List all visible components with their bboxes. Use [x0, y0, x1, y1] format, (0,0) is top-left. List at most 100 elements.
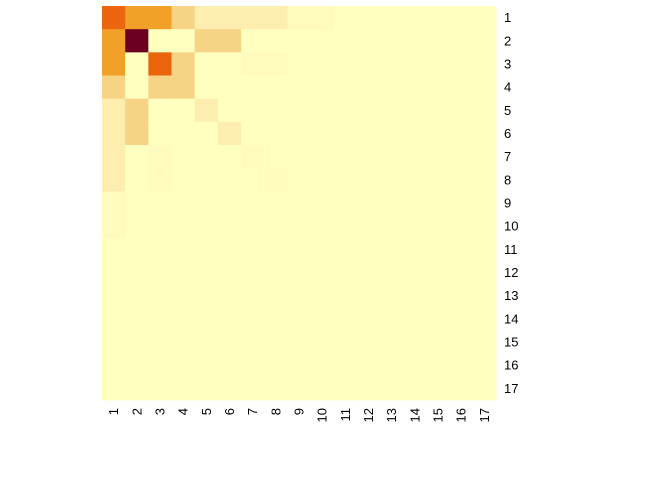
heatmap-cell-r10-c10: [310, 214, 335, 239]
heatmap-cell-r7-c5: [194, 145, 219, 169]
heatmap-cell-r16-c12: [356, 353, 381, 378]
row-label: 10: [504, 219, 518, 234]
heatmap-cell-r12-c1: [102, 260, 126, 285]
heatmap-cell-r12-c5: [194, 260, 219, 285]
heatmap-cell-r8-c2: [125, 168, 149, 192]
heatmap-cell-r12-c11: [333, 260, 358, 285]
heatmap-cell-r14-c13: [380, 307, 404, 331]
heatmap-cell-r13-c11: [333, 284, 358, 308]
heatmap-cell-r17-c3: [148, 376, 172, 401]
heatmap-cell-r2-c2: [125, 29, 149, 53]
heatmap-cell-r3-c14: [403, 52, 427, 76]
heatmap-cell-r10-c3: [148, 214, 172, 239]
heatmap-cell-r15-c14: [403, 330, 427, 355]
heatmap-cells: [102, 6, 497, 401]
column-label: 3: [152, 408, 167, 415]
heatmap-cell-r10-c9: [287, 214, 311, 239]
heatmap-cell-r2-c10: [310, 29, 335, 53]
heatmap-cell-r11-c5: [194, 237, 219, 262]
column-label: 6: [222, 408, 237, 415]
heatmap-cell-r5-c13: [380, 98, 404, 123]
heatmap-cell-r16-c11: [333, 353, 358, 378]
heatmap-cell-r1-c10: [310, 6, 335, 30]
column-label: 14: [407, 408, 422, 422]
heatmap-cell-r3-c4: [171, 52, 196, 76]
heatmap-cell-r13-c15: [426, 284, 451, 308]
heatmap-cell-r9-c9: [287, 191, 311, 215]
heatmap-cell-r2-c7: [241, 29, 265, 53]
heatmap-cell-r3-c8: [264, 52, 288, 76]
heatmap-cell-r3-c17: [472, 52, 497, 76]
heatmap-cell-r15-c12: [356, 330, 381, 355]
heatmap-cell-r17-c9: [287, 376, 311, 401]
column-label: 16: [454, 408, 469, 422]
heatmap-cell-r1-c3: [148, 6, 172, 30]
heatmap-cell-r14-c7: [241, 307, 265, 331]
heatmap-cell-r9-c7: [241, 191, 265, 215]
heatmap-cell-r13-c12: [356, 284, 381, 308]
heatmap-cell-r6-c16: [449, 121, 474, 146]
heatmap-cell-r15-c3: [148, 330, 172, 355]
heatmap-cell-r1-c12: [356, 6, 381, 30]
heatmap-cell-r5-c16: [449, 98, 474, 123]
heatmap-cell-r6-c6: [217, 121, 242, 146]
heatmap-cell-r3-c1: [102, 52, 126, 76]
heatmap-cell-r6-c1: [102, 121, 126, 146]
heatmap-cell-r17-c11: [333, 376, 358, 401]
heatmap-cell-r7-c3: [148, 145, 172, 169]
heatmap-cell-r6-c12: [356, 121, 381, 146]
heatmap-cell-r14-c4: [171, 307, 196, 331]
heatmap-cell-r3-c11: [333, 52, 358, 76]
heatmap-cell-r9-c5: [194, 191, 219, 215]
heatmap-cell-r4-c17: [472, 75, 497, 100]
heatmap-cell-r7-c1: [102, 145, 126, 169]
heatmap-cell-r6-c13: [380, 121, 404, 146]
heatmap-cell-r3-c6: [217, 52, 242, 76]
column-label: 15: [431, 408, 446, 422]
heatmap-cell-r15-c10: [310, 330, 335, 355]
heatmap-cell-r7-c7: [241, 145, 265, 169]
heatmap-cell-r5-c11: [333, 98, 358, 123]
heatmap-cell-r15-c15: [426, 330, 451, 355]
heatmap-cell-r9-c11: [333, 191, 358, 215]
heatmap-cell-r10-c14: [403, 214, 427, 239]
heatmap-cell-r11-c12: [356, 237, 381, 262]
heatmap-cell-r7-c8: [264, 145, 288, 169]
heatmap-cell-r7-c6: [217, 145, 242, 169]
heatmap-cell-r11-c15: [426, 237, 451, 262]
heatmap-cell-r9-c13: [380, 191, 404, 215]
heatmap-cell-r1-c4: [171, 6, 196, 30]
heatmap-cell-r12-c10: [310, 260, 335, 285]
heatmap-cell-r13-c5: [194, 284, 219, 308]
row-label: 1: [504, 10, 511, 25]
heatmap-cell-r4-c9: [287, 75, 311, 100]
heatmap-cell-r5-c9: [287, 98, 311, 123]
heatmap-cell-r11-c4: [171, 237, 196, 262]
heatmap-cell-r6-c4: [171, 121, 196, 146]
heatmap-cell-r9-c6: [217, 191, 242, 215]
heatmap-cell-r17-c6: [217, 376, 242, 401]
heatmap-cell-r12-c4: [171, 260, 196, 285]
heatmap-cell-r7-c14: [403, 145, 427, 169]
heatmap-cell-r1-c8: [264, 6, 288, 30]
heatmap-cell-r12-c9: [287, 260, 311, 285]
heatmap-cell-r9-c4: [171, 191, 196, 215]
heatmap-cell-r5-c6: [217, 98, 242, 123]
heatmap-cell-r9-c8: [264, 191, 288, 215]
heatmap-cell-r15-c16: [449, 330, 474, 355]
heatmap-cell-r11-c11: [333, 237, 358, 262]
heatmap-cell-r17-c1: [102, 376, 126, 401]
heatmap-cell-r17-c5: [194, 376, 219, 401]
heatmap-cell-r6-c7: [241, 121, 265, 146]
heatmap-cell-r5-c15: [426, 98, 451, 123]
heatmap-cell-r2-c5: [194, 29, 219, 53]
heatmap-cell-r16-c3: [148, 353, 172, 378]
heatmap-cell-r7-c2: [125, 145, 149, 169]
heatmap-cell-r5-c8: [264, 98, 288, 123]
heatmap-cell-r7-c15: [426, 145, 451, 169]
heatmap-cell-r5-c4: [171, 98, 196, 123]
heatmap-cell-r3-c2: [125, 52, 149, 76]
heatmap-cell-r7-c4: [171, 145, 196, 169]
